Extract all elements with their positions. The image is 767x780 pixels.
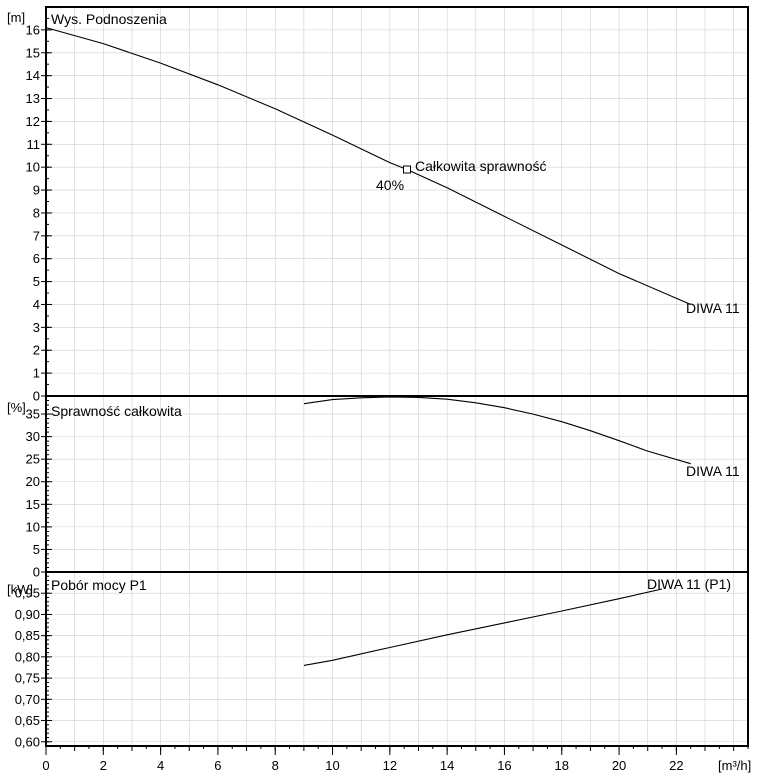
x-tick-label: 8 bbox=[272, 758, 279, 773]
efficiency-unit-label: [%] bbox=[7, 400, 26, 415]
x-tick-label: 6 bbox=[214, 758, 221, 773]
efficiency-panel-frame bbox=[45, 395, 749, 573]
head-y-tick-label: 15 bbox=[26, 45, 40, 60]
efficiency-marker-label: Całkowita sprawność bbox=[415, 158, 547, 174]
power-y-tick-label: 0,95 bbox=[15, 586, 40, 601]
head-y-tick-label: 16 bbox=[26, 22, 40, 37]
power-y-tick-label: 0,75 bbox=[15, 671, 40, 686]
efficiency-y-tick-label: 0 bbox=[33, 565, 40, 580]
x-tick-label: 2 bbox=[100, 758, 107, 773]
head-y-tick-label: 8 bbox=[33, 205, 40, 220]
efficiency-curve bbox=[303, 396, 691, 465]
power-y-tick-label: 0,85 bbox=[15, 628, 40, 643]
efficiency-y-tick-label: 25 bbox=[26, 452, 40, 467]
head-y-tick-label: 14 bbox=[26, 68, 40, 83]
efficiency-marker bbox=[403, 165, 411, 174]
efficiency-marker-value: 40% bbox=[376, 177, 404, 193]
efficiency-curve-label: DIWA 11 bbox=[686, 463, 740, 479]
x-tick-label: 0 bbox=[42, 758, 49, 773]
power-panel-title: Pobór mocy P1 bbox=[51, 577, 147, 593]
x-tick-label: 16 bbox=[497, 758, 511, 773]
head-curve bbox=[45, 27, 691, 306]
x-tick-label: 12 bbox=[383, 758, 397, 773]
power-y-tick-label: 0,65 bbox=[15, 713, 40, 728]
power-y-tick-label: 0,80 bbox=[15, 649, 40, 664]
head-unit-label: [m] bbox=[7, 10, 25, 25]
grid-layer bbox=[46, 7, 748, 746]
head-y-tick-label: 13 bbox=[26, 91, 40, 106]
x-tick-label: 22 bbox=[669, 758, 683, 773]
x-unit-label: [m³/h] bbox=[718, 758, 751, 773]
power-unit-label: [kW] bbox=[7, 582, 33, 597]
head-panel-title: Wys. Podnoszenia bbox=[51, 11, 167, 27]
head-y-tick-label: 11 bbox=[27, 137, 41, 152]
x-tick-label: 20 bbox=[612, 758, 626, 773]
head-curve-label: DIWA 11 bbox=[686, 300, 740, 316]
head-y-tick-label: 7 bbox=[33, 228, 40, 243]
head-y-tick-label: 0 bbox=[33, 389, 40, 404]
efficiency-y-tick-label: 15 bbox=[26, 497, 40, 512]
head-panel-frame bbox=[45, 6, 749, 397]
power-curve bbox=[303, 588, 663, 666]
head-y-tick-label: 4 bbox=[33, 297, 40, 312]
x-tick-label: 18 bbox=[555, 758, 569, 773]
x-tick-label: 4 bbox=[157, 758, 164, 773]
axis-layer: 012345678910111213141516051015202530350,… bbox=[15, 6, 749, 773]
efficiency-y-tick-label: 30 bbox=[26, 429, 40, 444]
efficiency-y-tick-label: 35 bbox=[26, 407, 40, 422]
efficiency-y-tick-label: 5 bbox=[33, 542, 40, 557]
x-tick-label: 10 bbox=[325, 758, 339, 773]
efficiency-y-tick-label: 20 bbox=[26, 474, 40, 489]
power-panel-frame bbox=[45, 571, 749, 747]
head-y-tick-label: 2 bbox=[33, 343, 40, 358]
head-y-tick-label: 5 bbox=[33, 274, 40, 289]
head-y-tick-label: 9 bbox=[33, 183, 40, 198]
head-y-tick-label: 3 bbox=[33, 320, 40, 335]
power-y-tick-label: 0,70 bbox=[15, 692, 40, 707]
head-y-tick-label: 12 bbox=[26, 114, 40, 129]
efficiency-panel-title: Sprawność całkowita bbox=[51, 403, 182, 419]
efficiency-y-tick-label: 10 bbox=[26, 519, 40, 534]
head-y-tick-label: 6 bbox=[33, 251, 40, 266]
power-y-tick-label: 0,90 bbox=[15, 607, 40, 622]
power-y-tick-label: 0,60 bbox=[15, 734, 40, 749]
power-curve-label: DIWA 11 (P1) bbox=[647, 576, 731, 592]
curve-layer bbox=[45, 27, 691, 666]
head-y-tick-label: 10 bbox=[26, 160, 40, 175]
head-y-tick-label: 1 bbox=[33, 366, 40, 381]
x-tick-label: 14 bbox=[440, 758, 454, 773]
